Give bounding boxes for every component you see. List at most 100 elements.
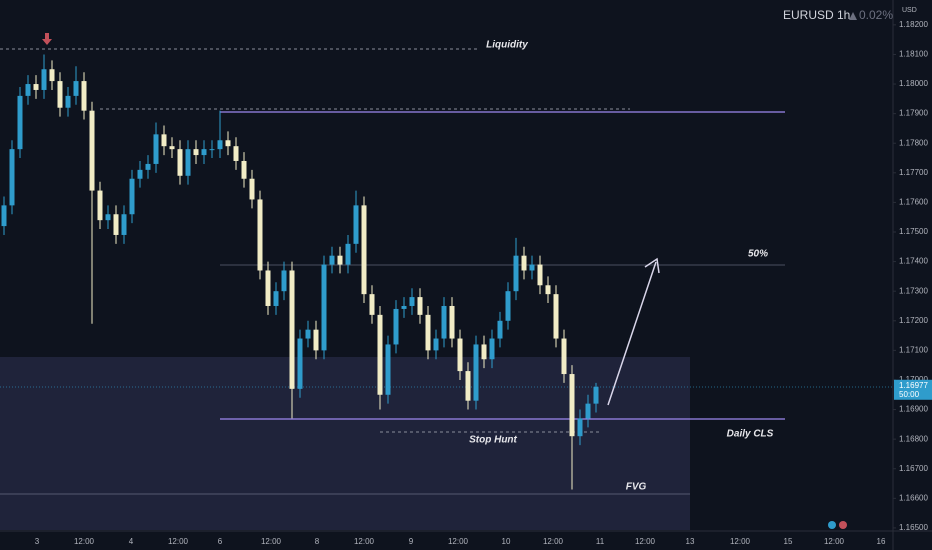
candle-body — [497, 320, 503, 339]
candle-body — [377, 314, 383, 395]
icon — [828, 521, 836, 529]
candle-body — [97, 190, 103, 221]
candle-body — [145, 163, 151, 170]
candle-body — [185, 149, 191, 176]
x-tick-label: 11 — [596, 537, 605, 546]
candle-body — [153, 134, 159, 164]
candle-body — [473, 344, 479, 401]
candle-body — [425, 314, 431, 351]
candle-body — [265, 270, 271, 306]
x-tick-label: 13 — [686, 537, 695, 546]
candle-body — [273, 291, 279, 306]
x-tick-label: 12:00 — [543, 537, 564, 546]
icon — [839, 521, 847, 529]
x-tick-label: 8 — [315, 537, 320, 546]
y-tick-label: 1.17000 — [899, 375, 928, 384]
candle-body — [129, 178, 135, 215]
candles — [1, 54, 599, 490]
y-tick-label: 1.17900 — [899, 109, 928, 118]
candle-body — [329, 255, 335, 265]
annotation: 50% — [748, 249, 768, 260]
y-tick-label: 1.16900 — [899, 405, 928, 414]
x-tick-label: 12:00 — [635, 537, 656, 546]
annotation: Stop Hunt — [469, 435, 517, 446]
candle-body — [233, 146, 239, 161]
candle-body — [193, 149, 199, 156]
candle-body — [297, 338, 303, 389]
candle-body — [505, 291, 511, 321]
y-tick-label: 1.16700 — [899, 464, 928, 473]
candle-body — [521, 255, 527, 271]
candle-body — [489, 338, 495, 360]
candle-body — [449, 305, 455, 339]
candle-body — [361, 205, 367, 295]
y-tick-label: 1.17800 — [899, 138, 928, 147]
annotation: FVG — [626, 482, 647, 493]
candle-body — [25, 84, 31, 96]
candle-body — [561, 338, 567, 375]
x-tick-label: 10 — [502, 537, 511, 546]
annotation: Liquidity — [486, 40, 528, 51]
candle-body — [1, 205, 7, 227]
change: 0.02% — [859, 8, 893, 22]
candle-body — [417, 297, 423, 315]
x-tick-label: 3 — [35, 537, 40, 546]
x-tick-label: 12:00 — [74, 537, 95, 546]
candle-body — [281, 270, 287, 292]
candle-body — [57, 81, 63, 108]
candle-body — [113, 214, 119, 235]
price-tag — [894, 379, 932, 400]
candle-body — [17, 95, 23, 150]
candle-body — [73, 81, 79, 96]
candle-body — [353, 205, 359, 244]
y-tick-label: 1.16800 — [899, 434, 928, 443]
candle-body — [569, 374, 575, 437]
candle-body — [177, 149, 183, 176]
x-tick-label: 4 — [129, 537, 134, 546]
arrow-head — [644, 257, 660, 274]
candle-body — [257, 199, 263, 271]
candle-body — [337, 255, 343, 265]
candle-body — [9, 149, 15, 206]
candle-body — [585, 403, 591, 419]
candle-body — [545, 285, 551, 295]
candle-body — [401, 305, 407, 309]
axis-labels: 1.18200 1.18100 1.18000 1.17900 1.17800 1.177… — [35, 20, 932, 546]
x-tick-label: 6 — [218, 537, 223, 546]
candle-body — [169, 146, 175, 150]
candle-body — [465, 371, 471, 401]
y-tick-label: 1.18100 — [899, 50, 928, 59]
x-tick-label: 12:00 — [168, 537, 189, 546]
x-tick-label: 12:00 — [824, 537, 845, 546]
x-tick-label: 16 — [877, 537, 886, 546]
annotation: Daily CLS — [727, 429, 774, 440]
y-tick-label: 1.16600 — [899, 493, 928, 502]
candle-body — [225, 140, 231, 147]
countdown: 50:00 — [899, 390, 920, 399]
y-tick-label: 1.17300 — [899, 286, 928, 295]
change-arrow — [849, 12, 857, 20]
candle-body — [529, 264, 535, 271]
candle-body — [369, 294, 375, 315]
candle-body — [553, 294, 559, 339]
candle-body — [137, 169, 143, 179]
candle-body — [217, 140, 223, 150]
symbol: EURUSD 1h — [783, 8, 850, 22]
y-tick-label: 1.17700 — [899, 168, 928, 177]
price-axis — [893, 0, 932, 550]
candle-body — [577, 418, 583, 437]
candle-body — [249, 178, 255, 200]
candle-body — [409, 297, 415, 306]
candle-body — [209, 149, 215, 151]
candle-body — [89, 110, 95, 191]
candle-body — [49, 69, 55, 82]
candle-body — [345, 243, 351, 265]
y-tick-label: 1.17600 — [899, 198, 928, 207]
y-tick-label: 1.18200 — [899, 20, 928, 29]
candle-body — [121, 214, 127, 235]
y-tick-label: 1.16500 — [899, 523, 928, 532]
x-tick-label: 12:00 — [448, 537, 469, 546]
candle-body — [289, 270, 295, 389]
currency: USD — [902, 7, 917, 14]
